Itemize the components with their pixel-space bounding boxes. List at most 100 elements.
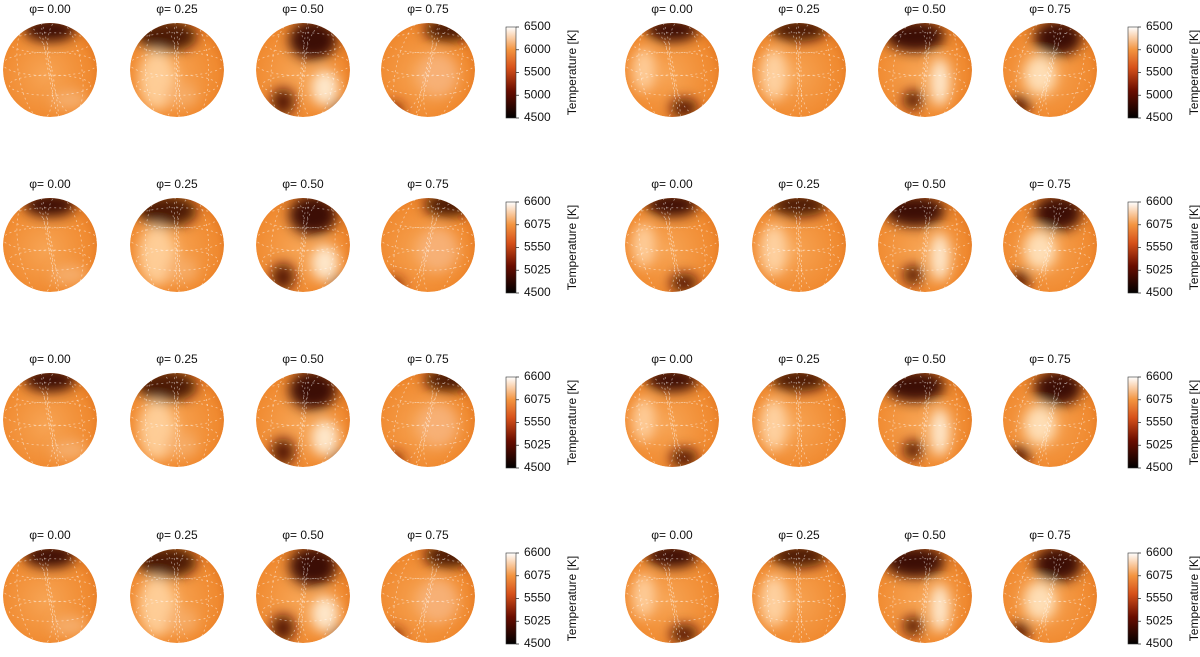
meridian-line xyxy=(923,199,958,292)
latitude-line xyxy=(752,401,846,427)
meridian-line xyxy=(297,198,309,292)
colorbar xyxy=(505,26,517,119)
meridian-line xyxy=(663,198,681,292)
spots xyxy=(271,549,350,643)
meridian-line xyxy=(919,373,931,467)
colorbar-tick-label: 6600 xyxy=(524,194,551,208)
spot xyxy=(632,574,656,618)
spot xyxy=(331,452,350,467)
sphere xyxy=(1003,549,1097,643)
latitude-line xyxy=(3,401,97,427)
spot xyxy=(271,614,295,642)
sphere xyxy=(1003,373,1097,467)
spot xyxy=(331,102,350,117)
phase-label: φ= 0.50 xyxy=(282,177,324,191)
phase-label: φ= 0.25 xyxy=(156,352,198,366)
meridian-line xyxy=(301,24,336,117)
meridian-line xyxy=(175,549,210,643)
spot xyxy=(331,628,350,643)
colorbar-tick-label: 6000 xyxy=(524,42,551,56)
colorbar-tick-label: 4500 xyxy=(1146,285,1173,299)
colorbar xyxy=(505,552,517,645)
sphere xyxy=(625,373,719,467)
phase-label: φ= 0.75 xyxy=(1029,528,1071,542)
spot xyxy=(52,440,88,460)
spot xyxy=(52,90,88,110)
spot xyxy=(289,198,337,235)
meridian-line xyxy=(270,549,305,642)
spot xyxy=(885,23,945,52)
spot xyxy=(271,263,295,291)
meridian-line xyxy=(416,549,440,643)
meridian-line xyxy=(175,373,210,467)
spot xyxy=(1010,446,1030,466)
spot xyxy=(1010,271,1030,291)
spot xyxy=(885,198,945,227)
latitude-line xyxy=(381,577,475,603)
meridian-line xyxy=(1015,373,1055,463)
latitude-line xyxy=(752,51,846,77)
meridian-line xyxy=(174,23,180,117)
phase-label: φ= 0.00 xyxy=(29,177,71,191)
meridian-line xyxy=(766,373,801,467)
latitude-line xyxy=(630,74,714,96)
phase-label: φ= 0.25 xyxy=(778,352,820,366)
phase-label: φ= 0.25 xyxy=(778,528,820,542)
phase-label: φ= 0.75 xyxy=(1029,352,1071,366)
sphere xyxy=(625,198,719,292)
meridian-line xyxy=(297,23,309,117)
spot xyxy=(271,88,295,116)
sphere xyxy=(878,198,972,292)
spot xyxy=(384,628,404,643)
meridian-line xyxy=(423,202,463,292)
meridian-line xyxy=(16,551,53,643)
meridian-line xyxy=(797,373,832,467)
latitude-line xyxy=(381,401,475,427)
colorbar-tick-label: 6600 xyxy=(1146,369,1173,383)
spot xyxy=(885,373,945,402)
colorbar-tick-label: 6075 xyxy=(524,392,551,406)
meridian-line xyxy=(175,198,210,292)
latitude-line xyxy=(1008,600,1092,622)
meridian-line xyxy=(797,23,832,117)
sphere xyxy=(878,373,972,467)
colorbar xyxy=(505,201,517,294)
colorbar-tick-label: 4500 xyxy=(524,285,551,299)
meridian-line xyxy=(144,23,179,117)
spot xyxy=(384,452,404,467)
latitude-line xyxy=(130,401,224,427)
sphere xyxy=(878,23,972,117)
colorbar-tick-label: 5550 xyxy=(524,240,551,254)
latitude-line xyxy=(630,600,714,622)
phase-label: φ= 0.75 xyxy=(407,352,449,366)
colorbar-tick-label: 6000 xyxy=(1146,42,1173,56)
sphere xyxy=(3,23,97,117)
meridian-line xyxy=(47,373,84,465)
latitude-line xyxy=(3,226,97,252)
panel: φ= 0.00 φ= 0.25 φ= 0.50 φ= 0.75 4500 5025 5550… xyxy=(625,177,1200,299)
phase-label: φ= 0.25 xyxy=(156,2,198,16)
meridian-line xyxy=(16,375,53,467)
colorbar-tick-label: 6600 xyxy=(524,545,551,559)
sphere xyxy=(381,198,475,292)
meridian-line xyxy=(423,553,463,643)
latitude-line xyxy=(135,600,219,622)
colorbar-tick-label: 5550 xyxy=(1146,591,1173,605)
colorbar-tick-label: 5025 xyxy=(1146,613,1173,627)
colorbar-tick-label: 6500 xyxy=(524,19,551,33)
meridian-line xyxy=(270,373,305,466)
phase-label: φ= 0.75 xyxy=(407,528,449,542)
phase-label: φ= 0.50 xyxy=(282,352,324,366)
latitude-line xyxy=(135,249,219,271)
spot xyxy=(903,440,923,460)
colorbar-tick-label: 6075 xyxy=(524,217,551,231)
panel: φ= 0.00 φ= 0.25 φ= 0.50 φ= 0.75 4500 5000 5500… xyxy=(625,2,1200,124)
latitude-line xyxy=(757,249,841,271)
colorbar-tick-label: 4500 xyxy=(1146,636,1173,650)
spots xyxy=(271,198,350,292)
spot xyxy=(289,549,337,586)
colorbar-tick-label: 6075 xyxy=(1146,568,1173,582)
latitude-line xyxy=(8,74,92,96)
meridian-line xyxy=(270,23,305,116)
